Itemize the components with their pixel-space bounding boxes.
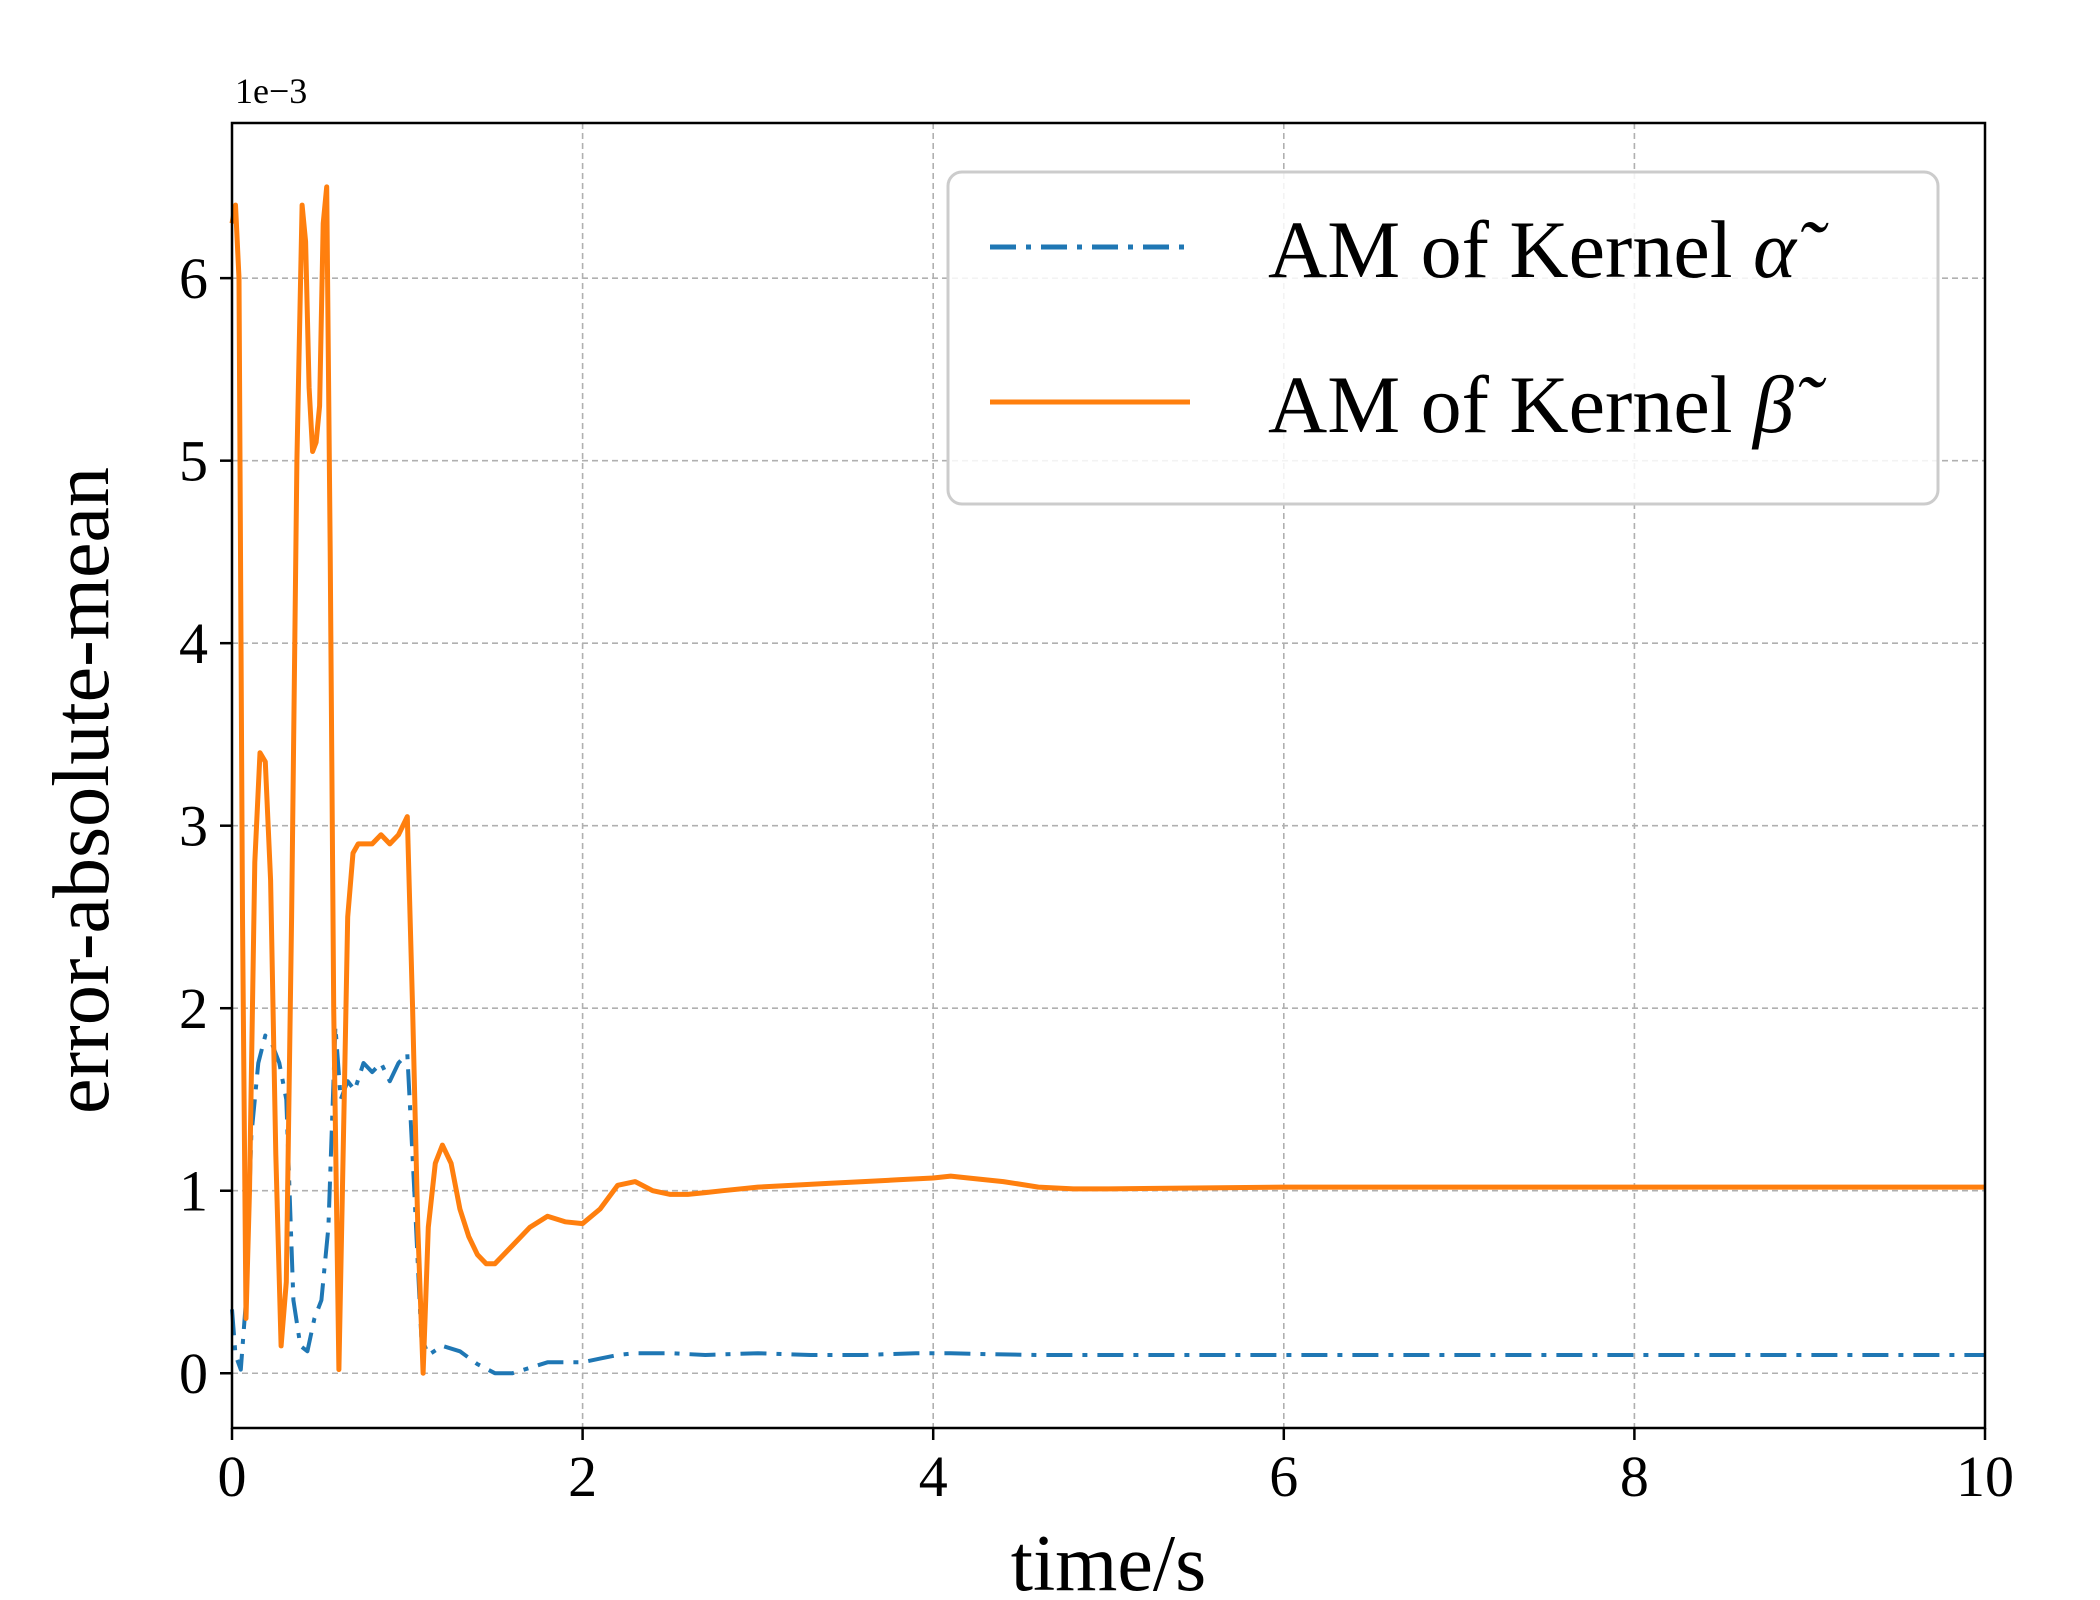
- x-axis-label: time/s: [1011, 1520, 1207, 1600]
- x-tick-label-4: 8: [1620, 1444, 1649, 1509]
- x-tick-label-5: 10: [1956, 1444, 2014, 1509]
- legend-box: [946, 170, 1940, 506]
- y-axis-label: error-absolute-mean: [38, 467, 126, 1114]
- x-tick-label-3: 6: [1269, 1444, 1298, 1509]
- y-tick-label-2: 2: [179, 976, 208, 1041]
- legend-label-0: AM of Kernel α̃: [1268, 204, 1829, 295]
- grid: [231, 123, 1986, 1428]
- y-tick-label-1: 1: [179, 1159, 208, 1224]
- series-layer: [229, 184, 1985, 1376]
- legend: AM of Kernel α̃ AM of Kernel β̃: [946, 170, 1940, 506]
- x-tick-label-0: 0: [218, 1444, 247, 1509]
- y-tick-label-6: 6: [179, 246, 208, 311]
- y-tick-label-0: 0: [179, 1341, 208, 1406]
- plot-frame: [230, 121, 1987, 1430]
- y-tick-label-4: 4: [179, 611, 208, 676]
- x-tick-label-1: 2: [568, 1444, 597, 1509]
- ticks: 0 2 4 6 8 10 0 1 2 3 4 5 6: [179, 246, 2014, 1509]
- legend-name-0: AM of Kernel: [1268, 204, 1753, 295]
- legend-label-1: AM of Kernel β̃: [1268, 359, 1827, 450]
- series-line-0: [230, 1024, 1985, 1376]
- x-tick-label-2: 4: [919, 1444, 948, 1509]
- legend-name-1: AM of Kernel: [1268, 359, 1753, 450]
- y-offset-label: 1e−3: [235, 71, 307, 111]
- y-tick-label-3: 3: [179, 794, 208, 859]
- series-line-1: [229, 184, 1985, 1376]
- y-tick-label-5: 5: [179, 429, 208, 494]
